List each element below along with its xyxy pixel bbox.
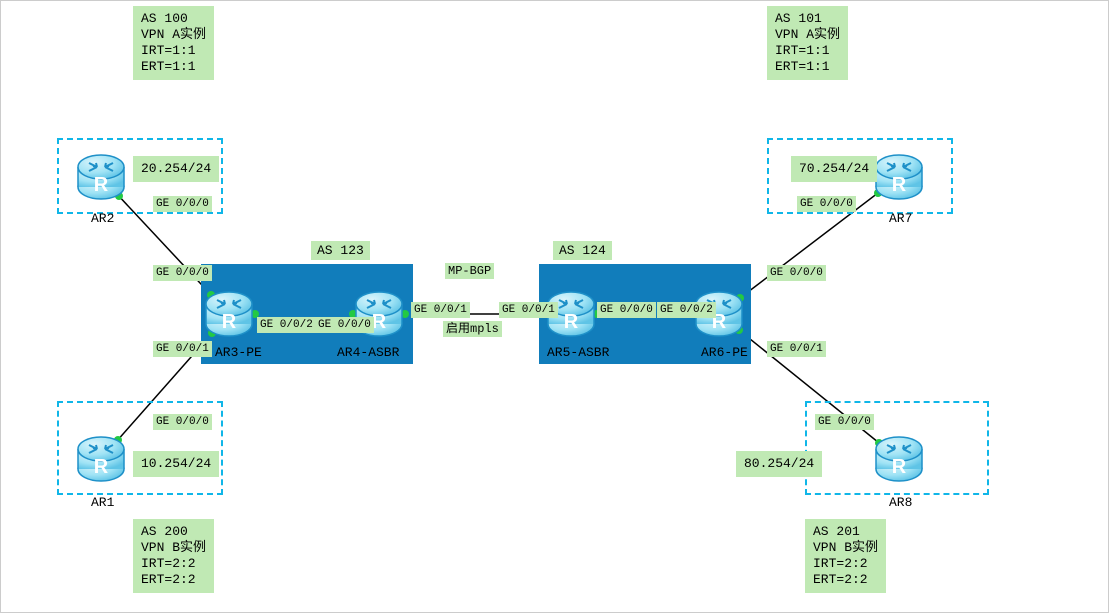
if-ar3-g000: GE 0/0/0 xyxy=(153,265,212,281)
if-ar3-g002: GE 0/0/2 xyxy=(257,317,316,333)
svg-text:R: R xyxy=(94,456,109,478)
if-ar4-g001: GE 0/0/1 xyxy=(411,302,470,318)
mid-mpls: 启用mpls xyxy=(443,321,502,337)
router-ar7: R xyxy=(873,151,925,203)
if-ar3-g001: GE 0/0/1 xyxy=(153,341,212,357)
router-label-ar5: AR5-ASBR xyxy=(547,345,609,360)
svg-text:R: R xyxy=(94,174,109,196)
svg-text:R: R xyxy=(564,311,579,333)
svg-text:R: R xyxy=(372,311,387,333)
router-label-ar7: AR7 xyxy=(889,211,912,226)
router-label-ar2: AR2 xyxy=(91,211,114,226)
router-ar3: R xyxy=(203,288,255,340)
router-label-ar4: AR4-ASBR xyxy=(337,345,399,360)
svg-text:R: R xyxy=(222,311,237,333)
router-ar1: R xyxy=(75,433,127,485)
info-info-as201: AS 201 VPN B实例 IRT=2:2 ERT=2:2 xyxy=(805,519,886,593)
info-ip-ar7: 70.254/24 xyxy=(791,156,877,182)
diagram-canvas: R AR2 R AR1 xyxy=(0,0,1109,613)
if-ar5-g000: GE 0/0/0 xyxy=(597,302,656,318)
info-ip-ar8: 80.254/24 xyxy=(736,451,822,477)
if-ar4-g000: GE 0/0/0 xyxy=(315,317,374,333)
lbl-as123: AS 123 xyxy=(311,241,370,260)
router-label-ar3: AR3-PE xyxy=(215,345,262,360)
mid-mpbgp: MP-BGP xyxy=(445,263,494,279)
if-ar2-g000: GE 0/0/0 xyxy=(153,196,212,212)
if-ar1-g000: GE 0/0/0 xyxy=(153,414,212,430)
router-ar2: R xyxy=(75,151,127,203)
info-ip-ar1: 10.254/24 xyxy=(133,451,219,477)
if-ar8-g000: GE 0/0/0 xyxy=(815,414,874,430)
if-ar6-g000: GE 0/0/0 xyxy=(767,265,826,281)
router-label-ar1: AR1 xyxy=(91,495,114,510)
svg-text:R: R xyxy=(892,174,907,196)
router-label-ar6: AR6-PE xyxy=(701,345,748,360)
if-ar5-g001: GE 0/0/1 xyxy=(499,302,558,318)
router-ar8: R xyxy=(873,433,925,485)
svg-text:R: R xyxy=(892,456,907,478)
info-info-as101: AS 101 VPN A实例 IRT=1:1 ERT=1:1 xyxy=(767,6,848,80)
info-ip-ar2: 20.254/24 xyxy=(133,156,219,182)
if-ar6-g002: GE 0/0/2 xyxy=(657,302,716,318)
router-label-ar8: AR8 xyxy=(889,495,912,510)
if-ar7-g000: GE 0/0/0 xyxy=(797,196,856,212)
if-ar6-g001: GE 0/0/1 xyxy=(767,341,826,357)
lbl-as124: AS 124 xyxy=(553,241,612,260)
info-info-as200: AS 200 VPN B实例 IRT=2:2 ERT=2:2 xyxy=(133,519,214,593)
info-info-as100: AS 100 VPN A实例 IRT=1:1 ERT=1:1 xyxy=(133,6,214,80)
